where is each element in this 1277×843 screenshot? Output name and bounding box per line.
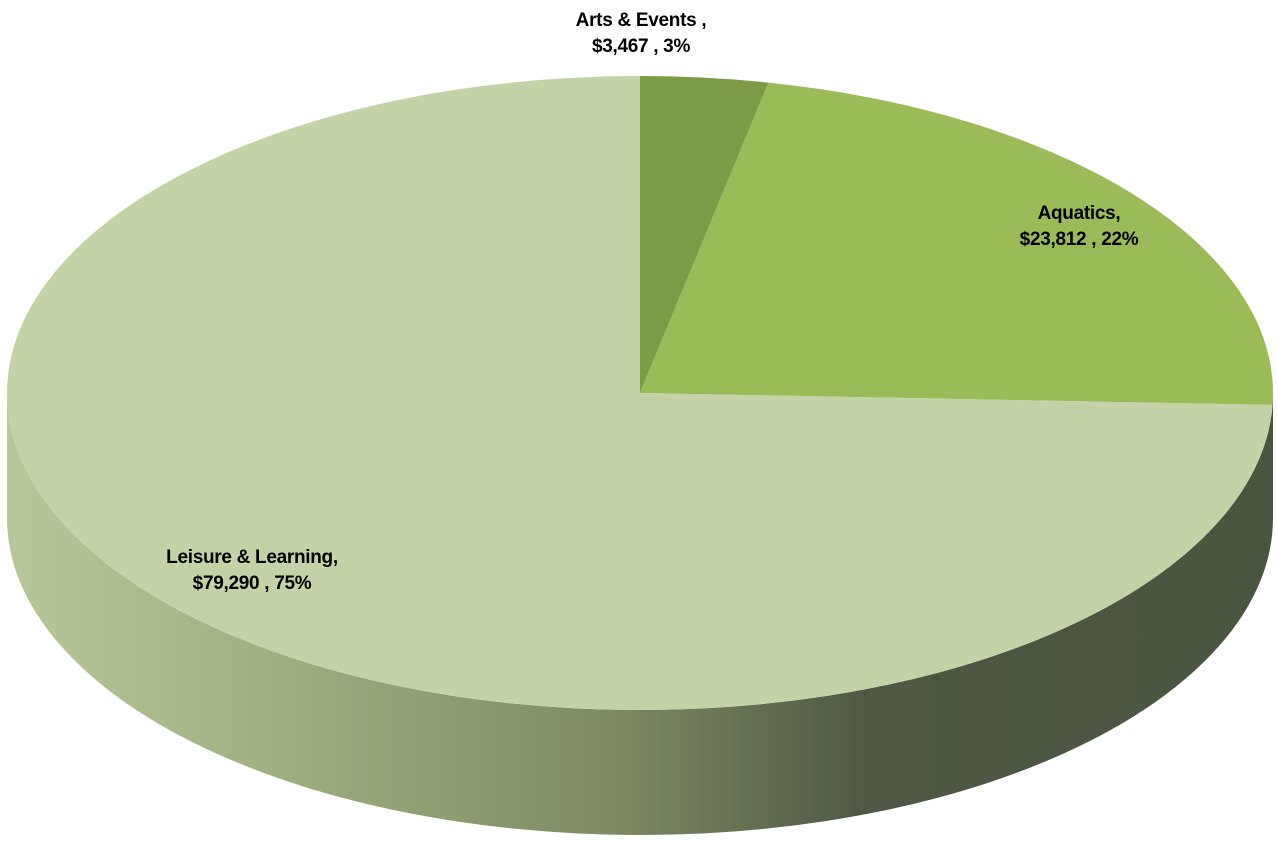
- slice-label-arts-events-value: $3,467 , 3%: [591, 36, 691, 57]
- pie-slice-aquatics: [640, 82, 1273, 405]
- pie-slice-arts-events: [640, 76, 769, 393]
- slice-label-aquatics-name: Aquatics,: [1037, 203, 1121, 224]
- slice-label-leisure-learning-value: $79,290 , 75%: [192, 573, 312, 594]
- slice-label-leisure-learning: Leisure & Learning, $79,290 , 75%: [132, 545, 372, 597]
- slice-label-aquatics-value: $23,812 , 22%: [1019, 229, 1139, 250]
- slice-label-arts-events: Arts & Events , $3,467 , 3%: [561, 8, 721, 60]
- slice-label-arts-events-name: Arts & Events ,: [575, 10, 707, 31]
- slice-label-aquatics: Aquatics, $23,812 , 22%: [979, 201, 1179, 253]
- slice-label-leisure-learning-name: Leisure & Learning,: [166, 547, 338, 568]
- pie-slice-leisure-learning: [7, 76, 1273, 711]
- pie-side-wall: [7, 393, 1273, 835]
- pie-top: [7, 76, 1273, 711]
